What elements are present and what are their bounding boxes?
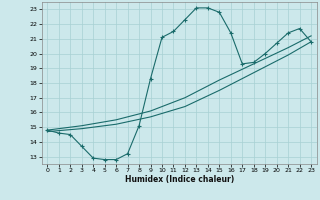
X-axis label: Humidex (Indice chaleur): Humidex (Indice chaleur): [124, 175, 234, 184]
